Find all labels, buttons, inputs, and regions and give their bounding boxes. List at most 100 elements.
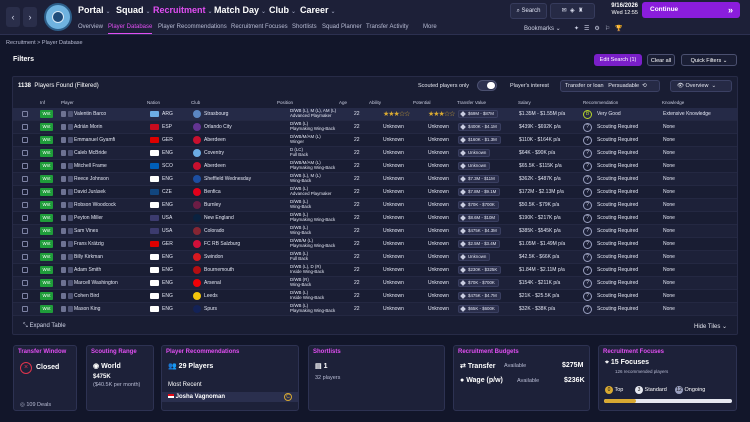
row-checkbox[interactable] <box>22 176 28 182</box>
tab-overview[interactable]: Overview <box>78 24 104 30</box>
search-button[interactable]: ⌕ Search <box>510 3 547 19</box>
column-header[interactable]: Ability <box>369 100 382 105</box>
table-row[interactable]: Wnt Sam Vines USA Colorado D/WB (L) Wing-Back… <box>13 225 737 238</box>
table-row[interactable]: Wnt Valentin Barco ARG Strasbourg D/WB (L), … <box>13 108 737 121</box>
focuses-tile[interactable]: Recruitment Focuses ⌖ 15 Focuses 126 rec… <box>598 345 737 411</box>
player-name[interactable]: Frans Krätzig <box>74 241 104 247</box>
back-button[interactable]: ‹ <box>6 7 20 27</box>
club-name[interactable]: Benfica <box>204 189 221 195</box>
table-row[interactable]: Wnt Caleb McBride ENG Coventry D (LC) Full Ba… <box>13 147 737 160</box>
transfer-loan-select[interactable]: Transfer or loan Persuadable ⟲ <box>560 80 660 92</box>
club-name[interactable]: Leeds <box>204 293 218 299</box>
table-row[interactable]: Wnt Robson Woodcock ENG Burnley D/WB (L) Wing… <box>13 199 737 212</box>
table-row[interactable]: Wnt David Jurásek CZE Benfica D/WB (L) Advanc… <box>13 186 737 199</box>
club-name[interactable]: FC RB Salzburg <box>204 241 241 247</box>
player-name[interactable]: Adrián Morin <box>74 124 103 130</box>
quick-icons[interactable]: ✉ ◈ ♜ <box>550 3 595 19</box>
tab-recruitment-focuses[interactable]: Recruitment Focuses <box>231 24 288 30</box>
toolbar-icons[interactable]: ✦☰⚙⚐🏆 <box>574 26 628 32</box>
quick-filters-button[interactable]: Quick Filters ⌄ <box>681 54 737 66</box>
table-row[interactable]: Wnt Mason King ENG Spurs D/WB (L) Playmaking … <box>13 303 737 316</box>
column-header[interactable]: Transfer Value <box>457 100 487 105</box>
table-row[interactable]: Wnt Adrián Morin ESP Orlando City D/WB (L) Pl… <box>13 121 737 134</box>
club-name[interactable]: Aberdeen <box>204 163 226 169</box>
club-name[interactable]: Strasbourg <box>204 111 229 117</box>
column-header[interactable]: Age <box>339 100 348 105</box>
table-row[interactable]: Wnt Emmanuel Gyamfi GER Aberdeen D/WB/M/AM (… <box>13 134 737 147</box>
player-name[interactable]: Mason King <box>74 306 101 312</box>
tab-squad-planner[interactable]: Squad Planner <box>322 24 362 30</box>
column-header[interactable]: Recommendation <box>583 100 619 105</box>
player-name[interactable]: Robson Woodcock <box>74 202 116 208</box>
row-checkbox[interactable] <box>22 215 28 221</box>
table-row[interactable]: Wnt Mitchell Frame SCO Aberdeen D/WB/M/AM (L… <box>13 160 737 173</box>
club-name[interactable]: Burnley <box>204 202 221 208</box>
player-name[interactable]: Reece Johnson <box>74 176 109 182</box>
player-name[interactable]: Billy Kirkman <box>74 254 103 260</box>
player-name[interactable]: David Jurásek <box>74 189 106 195</box>
table-row[interactable]: Wnt Adam Smith ENG Bournemouth D/WB (L), D (… <box>13 264 737 277</box>
club-name[interactable]: Colorado <box>204 228 225 234</box>
row-checkbox[interactable] <box>22 293 28 299</box>
column-header[interactable]: Potential <box>413 100 431 105</box>
recommendations-tile[interactable]: Player Recommendations 👥 29 Players Most… <box>161 345 299 411</box>
column-header[interactable]: Salary <box>518 100 531 105</box>
nav-portal[interactable]: Portal ⌄ <box>78 5 111 15</box>
table-row[interactable]: Wnt Frans Krätzig GER FC RB Salzburg D/WB/M … <box>13 238 737 251</box>
scouted-only-toggle[interactable] <box>477 80 497 91</box>
player-name[interactable]: Mitchell Frame <box>74 163 107 169</box>
club-name[interactable]: New England <box>204 215 234 221</box>
club-name[interactable]: Spurs <box>204 306 218 312</box>
row-checkbox[interactable] <box>22 111 28 117</box>
row-checkbox[interactable] <box>22 306 28 312</box>
table-row[interactable]: Wnt Billy Kirkman ENG Swindon D/WB (L) Full B… <box>13 251 737 264</box>
shortlists-tile[interactable]: Shortlists ▤ 1 32 players <box>308 345 445 411</box>
nav-recruitment[interactable]: Recruitment ⌄ <box>153 5 213 15</box>
scouting-range-tile[interactable]: Scouting Range ◉ World $475K ($40.5K per… <box>86 345 154 411</box>
row-checkbox[interactable] <box>22 254 28 260</box>
tab-player-recommendations[interactable]: Player Recommendations <box>158 24 227 30</box>
table-row[interactable]: Wnt Reece Johnson ENG Sheffield Wednesday D/… <box>13 173 737 186</box>
nav-club[interactable]: Club ⌄ <box>269 5 296 15</box>
player-name[interactable]: Caleb McBride <box>74 150 107 156</box>
expand-table-button[interactable]: ⤡ Expand Table <box>23 323 66 329</box>
hide-tiles-button[interactable]: Hide Tiles ⌄ <box>694 324 728 330</box>
row-checkbox[interactable] <box>22 163 28 169</box>
bookmarks-button[interactable]: Bookmarks ⌄ <box>524 26 561 32</box>
continue-button[interactable]: Continue » <box>642 2 740 18</box>
column-header[interactable]: Player <box>61 100 74 105</box>
player-name[interactable]: Peyton Miller <box>74 215 103 221</box>
club-name[interactable]: Aberdeen <box>204 137 226 143</box>
column-header[interactable]: Knowledge <box>662 100 685 105</box>
recent-player[interactable]: Josha Vagnoman <box>162 392 298 402</box>
view-select[interactable]: 👁 Overview ⌄ <box>670 80 732 92</box>
column-header[interactable]: Position <box>277 100 294 105</box>
tab-transfer-activity[interactable]: Transfer Activity <box>366 24 409 30</box>
club-name[interactable]: Coventry <box>204 150 225 156</box>
club-name[interactable]: Swindon <box>204 254 224 260</box>
edit-search-button[interactable]: Edit Search (1) <box>594 54 642 66</box>
table-row[interactable]: Wnt Marcell Washington ENG Arsenal D/WB (R) W… <box>13 277 737 290</box>
tab-shortlists[interactable]: Shortlists <box>292 24 317 30</box>
row-checkbox[interactable] <box>22 280 28 286</box>
row-checkbox[interactable] <box>22 241 28 247</box>
row-checkbox[interactable] <box>22 202 28 208</box>
player-name[interactable]: Emmanuel Gyamfi <box>74 137 116 143</box>
row-checkbox[interactable] <box>22 267 28 273</box>
row-checkbox[interactable] <box>22 137 28 143</box>
breadcrumb[interactable]: Recruitment > Player Database <box>6 40 83 46</box>
player-name[interactable]: Cohen Bird <box>74 293 100 299</box>
column-header[interactable]: Inf <box>40 100 46 105</box>
table-row[interactable]: Wnt Cohen Bird ENG Leeds D/WB (L) Inside Wing… <box>13 290 737 303</box>
tab-more[interactable]: More <box>423 24 437 30</box>
table-row[interactable]: Wnt Peyton Miller USA New England D/WB (L) Pl… <box>13 212 737 225</box>
club-name[interactable]: Bournemouth <box>204 267 235 273</box>
tab-player-database[interactable]: Player Database <box>108 24 153 34</box>
club-name[interactable]: Arsenal <box>204 280 221 286</box>
forward-button[interactable]: › <box>23 7 37 27</box>
budgets-tile[interactable]: Recruitment Budgets ⇄ Transfer Available… <box>453 345 590 411</box>
row-checkbox[interactable] <box>22 124 28 130</box>
row-checkbox[interactable] <box>22 150 28 156</box>
row-checkbox[interactable] <box>22 189 28 195</box>
column-header[interactable]: Nation <box>147 100 161 105</box>
